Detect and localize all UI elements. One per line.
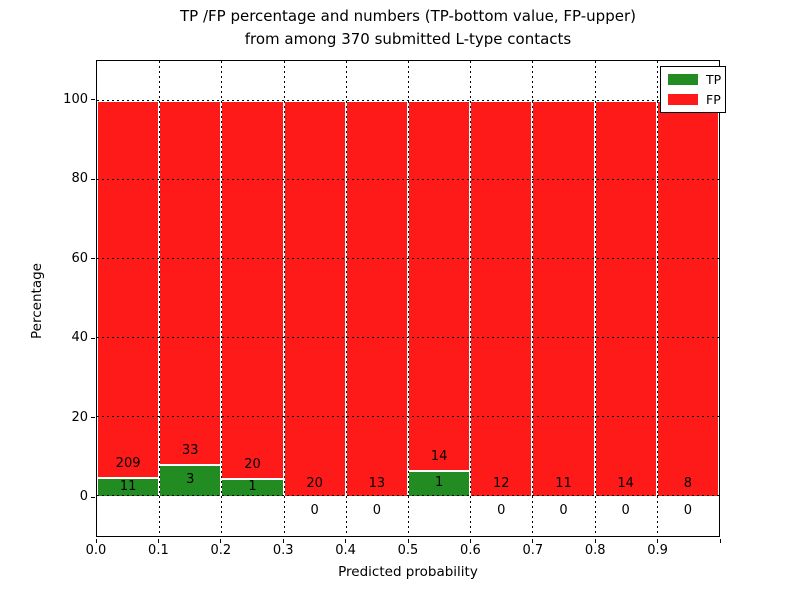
chart-title-line2: from among 370 submitted L-type contacts	[244, 30, 572, 48]
fp-count-label: 20	[306, 475, 323, 491]
x-tick-mark	[157, 538, 159, 543]
y-tick-mark	[90, 496, 95, 498]
y-tick-mark	[90, 417, 95, 419]
x-tick-mark	[95, 538, 97, 543]
fp-count-label: 33	[182, 442, 199, 458]
fp-count-label: 13	[368, 475, 386, 491]
tp-count-label: 0	[372, 503, 382, 519]
tp-count-label: 0	[497, 503, 506, 519]
bar-fp-0.2-0.3	[221, 100, 284, 497]
x-tick-label: 0.6	[460, 543, 481, 558]
x-tick-mark	[345, 538, 347, 543]
tp-legend-label: TP	[706, 72, 722, 87]
x-tick-mark	[407, 538, 409, 543]
x-axis-label: Predicted probability	[338, 564, 478, 580]
tp-count-label: 11	[119, 478, 137, 494]
x-tick-label: 0.1	[148, 543, 169, 558]
bar-tp-0.2-0.3	[222, 477, 283, 497]
x-tick-label: 0.3	[272, 543, 294, 558]
x-tick-mark	[220, 538, 222, 543]
x-tick-mark	[719, 538, 721, 543]
chart-title: TP /FP percentage and numbers (TP-bottom…	[96, 5, 720, 51]
y-tick-mark	[90, 178, 95, 180]
x-tick-label: 0.0	[85, 543, 107, 558]
y-tick-mark	[90, 337, 95, 339]
fp-count-label: 209	[115, 455, 141, 471]
fp-count-label: 11	[555, 475, 572, 491]
chart-title-line1: TP /FP percentage and numbers (TP-bottom…	[180, 7, 636, 25]
fp-legend-label: FP	[706, 92, 721, 107]
y-tick-mark	[90, 258, 95, 260]
y-tick-label: 20	[71, 409, 88, 425]
x-tick-mark	[282, 538, 284, 543]
tp-count-label: 0	[621, 503, 630, 519]
x-tick-mark	[532, 538, 534, 543]
tp-legend-swatch	[668, 74, 698, 85]
x-tick-label: 0.4	[335, 543, 356, 558]
x-tick-label: 0.8	[584, 543, 606, 558]
x-tick-mark	[657, 538, 659, 543]
bar-fp-0.1-0.2	[159, 100, 222, 497]
x-tick-label: 0.2	[210, 543, 232, 558]
fp-count-label: 14	[617, 475, 634, 491]
y-tick-mark	[90, 99, 95, 101]
bar-fp-0.5-0.6	[408, 100, 471, 497]
y-tick-label: 80	[71, 171, 88, 187]
bar-fp-0.6-0.7	[470, 100, 533, 497]
x-tick-label: 0.9	[647, 543, 668, 558]
y-tick-label: 0	[79, 489, 88, 505]
legend: TP FP	[660, 66, 726, 113]
tp-count-label: 1	[434, 475, 444, 491]
bars-layer	[97, 61, 719, 536]
tp-count-label: 3	[186, 471, 195, 487]
x-tick-label: 0.5	[397, 543, 419, 558]
bar-tp-0.1-0.2	[160, 463, 221, 497]
bar-fp-0.7-0.8	[532, 100, 595, 497]
tp-count-label: 0	[559, 503, 568, 519]
tp-count-label: 0	[310, 503, 319, 519]
fp-legend-swatch	[668, 94, 698, 105]
x-tick-mark	[469, 538, 471, 543]
fp-count-label: 8	[683, 475, 693, 491]
tp-count-label: 0	[683, 503, 693, 519]
y-tick-label: 40	[71, 330, 88, 346]
y-tick-label: 60	[71, 250, 88, 266]
fp-count-label: 14	[430, 449, 448, 465]
bar-tp-0.0-0.1	[98, 476, 159, 497]
plot-area: 209 11 33 3 20 1 20 0 13 0 14 1 12 0 11 0 14 0 8 0	[96, 60, 720, 537]
bar-fp-0.4-0.5	[345, 100, 408, 497]
bar-tp-0.5-0.6	[409, 470, 470, 497]
annotations-layer: 209 11 33 3 20 1 20 0 13 0 14 1 12 0 11 0 14 0 8 0	[97, 61, 719, 536]
fp-count-label: 12	[493, 475, 510, 491]
tp-count-label: 1	[248, 479, 257, 494]
x-tick-mark	[594, 538, 596, 543]
y-tick-label: 100	[63, 91, 88, 107]
x-tick-label: 0.7	[522, 543, 544, 558]
bar-fp-0.0-0.1	[97, 100, 160, 497]
fp-count-label: 20	[244, 456, 261, 472]
